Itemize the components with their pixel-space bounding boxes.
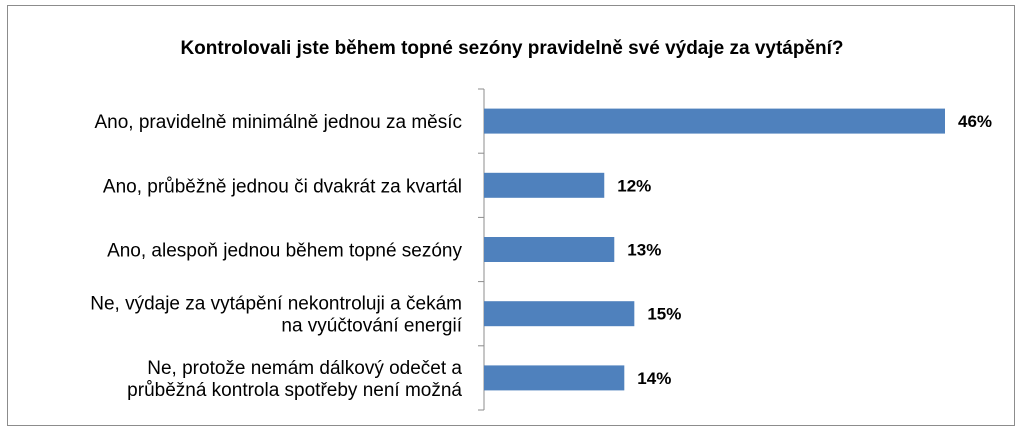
bar [484, 301, 635, 327]
category-label: Ano, alespoň jednou během topné sezóny [107, 241, 462, 262]
category-label: Ne, protože nemám dálkový odečet a průběž… [127, 358, 462, 401]
bar [484, 108, 945, 134]
bar [484, 237, 615, 262]
bar [484, 172, 605, 198]
category-label: Ano, pravidelně minimálně jednou za měsí… [94, 112, 462, 133]
data-label: 12% [617, 176, 651, 195]
data-label: 15% [647, 305, 681, 324]
category-label: Ano, průběžně jednou či dvakrát za kvart… [103, 176, 462, 197]
category-label: Ne, výdaje za vytápění nekontroluji a če… [90, 294, 462, 337]
chart-frame [7, 5, 1015, 426]
bar [484, 365, 625, 391]
data-label: 13% [627, 241, 661, 260]
data-label: 46% [958, 112, 992, 131]
chart-title: Kontrolovali jste během topné sezóny pra… [180, 38, 844, 59]
data-label: 14% [637, 369, 671, 388]
